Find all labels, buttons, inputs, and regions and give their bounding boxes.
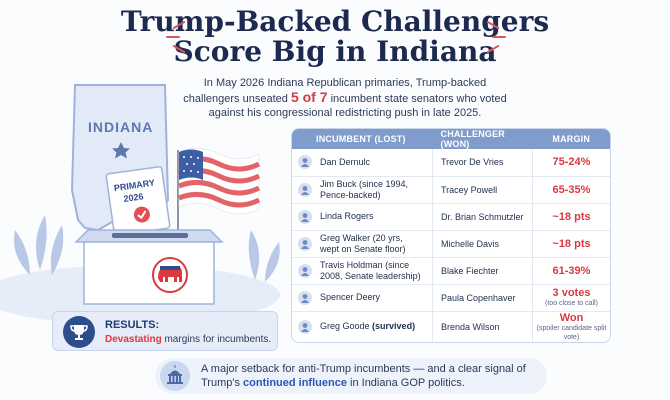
ballot-box-body — [83, 241, 215, 305]
margin-value: 75-24% — [552, 156, 591, 169]
incumbent-name: Jim Buck (since 1994, Pence-backed) — [320, 178, 409, 200]
table-row: Greg Walker (20 yrs, wept on Senate floo… — [292, 230, 610, 257]
margin-value: ~18 pts — [552, 237, 591, 250]
person-icon — [298, 209, 312, 224]
ballot-label-line2: 2026 — [123, 191, 144, 204]
incumbent-status: (survived) — [372, 321, 416, 331]
margin-value: 61-39% — [552, 264, 591, 277]
challenger-name: Tracey Powell — [432, 176, 533, 203]
results-text: Devastating margins for incumbents. — [105, 334, 271, 345]
capitol-icon — [160, 361, 190, 391]
margin-value: 3 votes — [552, 287, 591, 299]
person-icon — [298, 319, 312, 334]
incumbent-name: Dan Dernulc — [320, 156, 371, 167]
table-row: Linda Rogers Dr. Brian Schmutzler ~18 pt… — [292, 203, 610, 230]
footer-highlight: continued influence — [243, 377, 347, 389]
margin-value: 65-35% — [552, 183, 591, 196]
header-incumbent: INCUMBENT (LOST) — [292, 129, 433, 149]
footer-text: A major setback for anti-Trump incumbent… — [201, 362, 541, 390]
challenger-name: Brenda Wilson — [432, 311, 533, 342]
header-challenger: CHALLENGER (WON) — [432, 129, 533, 149]
person-icon — [298, 236, 312, 251]
margin-note: (too close to call) — [545, 300, 598, 307]
challenger-name: Dr. Brian Schmutzler — [432, 203, 533, 230]
margin-value: Won — [559, 311, 584, 324]
us-flag-stars — [183, 156, 199, 173]
margin-note: (spoiler candidate split vote) — [536, 324, 607, 341]
intro-text-after: incumbent state senators who voted again… — [208, 93, 507, 119]
footer-text-after: in Indiana GOP politics. — [350, 377, 465, 389]
margin-cell: Won (spoiler candidate split vote) — [532, 311, 610, 342]
table-row: Dan Dernulc Trevor De Vries 75-24% — [292, 149, 610, 176]
table-row: Travis Holdman (since 2008, Senate leade… — [292, 257, 610, 284]
intro-paragraph: In May 2026 Indiana Republican primaries… — [175, 76, 515, 120]
incumbent-name: Spencer Deery — [320, 292, 381, 302]
results-body: margins for incumbents. — [164, 334, 272, 345]
incumbent-name: Travis Holdman (since 2008, Senate leade… — [320, 259, 421, 281]
margin-cell: 3 votes (too close to call) — [532, 284, 610, 311]
title-accent-dash — [166, 36, 180, 38]
us-flag-stripes — [178, 156, 261, 208]
table-row: Greg Goode (survived) Brenda Wilson Won … — [292, 311, 610, 342]
page-title-line2: Score Big in Indiana — [173, 35, 497, 68]
page-title-line1: Trump-Backed Challengers — [120, 5, 550, 38]
header-margin: MARGIN — [532, 129, 610, 149]
margin-cell: 61-39% — [532, 257, 610, 284]
challenger-name: Michelle Davis — [432, 230, 533, 257]
trophy-glyph — [70, 325, 88, 340]
title-accent-dash — [492, 36, 506, 38]
results-table: INCUMBENT (LOST) CHALLENGER (WON) MARGIN… — [292, 129, 610, 342]
checkmark-icon — [133, 206, 150, 223]
person-icon — [298, 155, 312, 170]
margin-cell: ~18 pts — [532, 203, 610, 230]
star-icon — [112, 142, 130, 159]
results-table-card: INCUMBENT (LOST) CHALLENGER (WON) MARGIN… — [291, 128, 611, 343]
state-label: INDIANA — [88, 119, 153, 135]
elephant-stripe — [160, 266, 180, 270]
results-highlight: Devastating — [105, 334, 162, 345]
results-title: RESULTS: — [105, 319, 160, 331]
person-icon — [298, 182, 312, 197]
challenger-name: Paula Copenhaver — [432, 284, 533, 311]
checkmark-glyph — [137, 210, 147, 220]
margin-cell: 65-35% — [532, 176, 610, 203]
margin-cell: 75-24% — [532, 149, 610, 176]
person-icon — [298, 263, 312, 278]
person-icon — [298, 290, 312, 305]
incumbent-name-wrap: Greg Goode (survived) — [320, 321, 415, 332]
footer-text-before: A major setback for anti-Trump incumbent… — [201, 363, 526, 389]
plant-icon — [248, 230, 280, 282]
plant-icon — [14, 215, 64, 275]
footer-banner: A major setback for anti-Trump incumbent… — [155, 358, 547, 394]
results-callout: RESULTS: Devastating margins for incumbe… — [52, 311, 278, 351]
table-row: Jim Buck (since 1994, Pence-backed) Trac… — [292, 176, 610, 203]
trophy-icon — [63, 316, 95, 348]
ballot-box-slot — [112, 233, 188, 238]
margin-value: ~18 pts — [552, 210, 591, 223]
incumbent-name: Greg Goode — [320, 321, 370, 331]
margin-cell: ~18 pts — [532, 230, 610, 257]
incumbent-name: Greg Walker (20 yrs, wept on Senate floo… — [320, 232, 406, 254]
capitol-glyph — [167, 365, 183, 384]
intro-text-before: In May 2026 Indiana Republican primaries… — [183, 77, 487, 105]
intro-highlight: 5 of 7 — [290, 89, 328, 105]
indiana-ballot-illustration: INDIANA PRIMARY 2026 — [0, 84, 280, 320]
us-flag-canton — [179, 149, 203, 180]
challenger-name: Trevor De Vries — [432, 149, 533, 176]
table-row: Spencer Deery Paula Copenhaver 3 votes (… — [292, 284, 610, 311]
incumbent-name: Linda Rogers — [320, 211, 374, 221]
challenger-name: Blake Fiechter — [432, 257, 533, 284]
